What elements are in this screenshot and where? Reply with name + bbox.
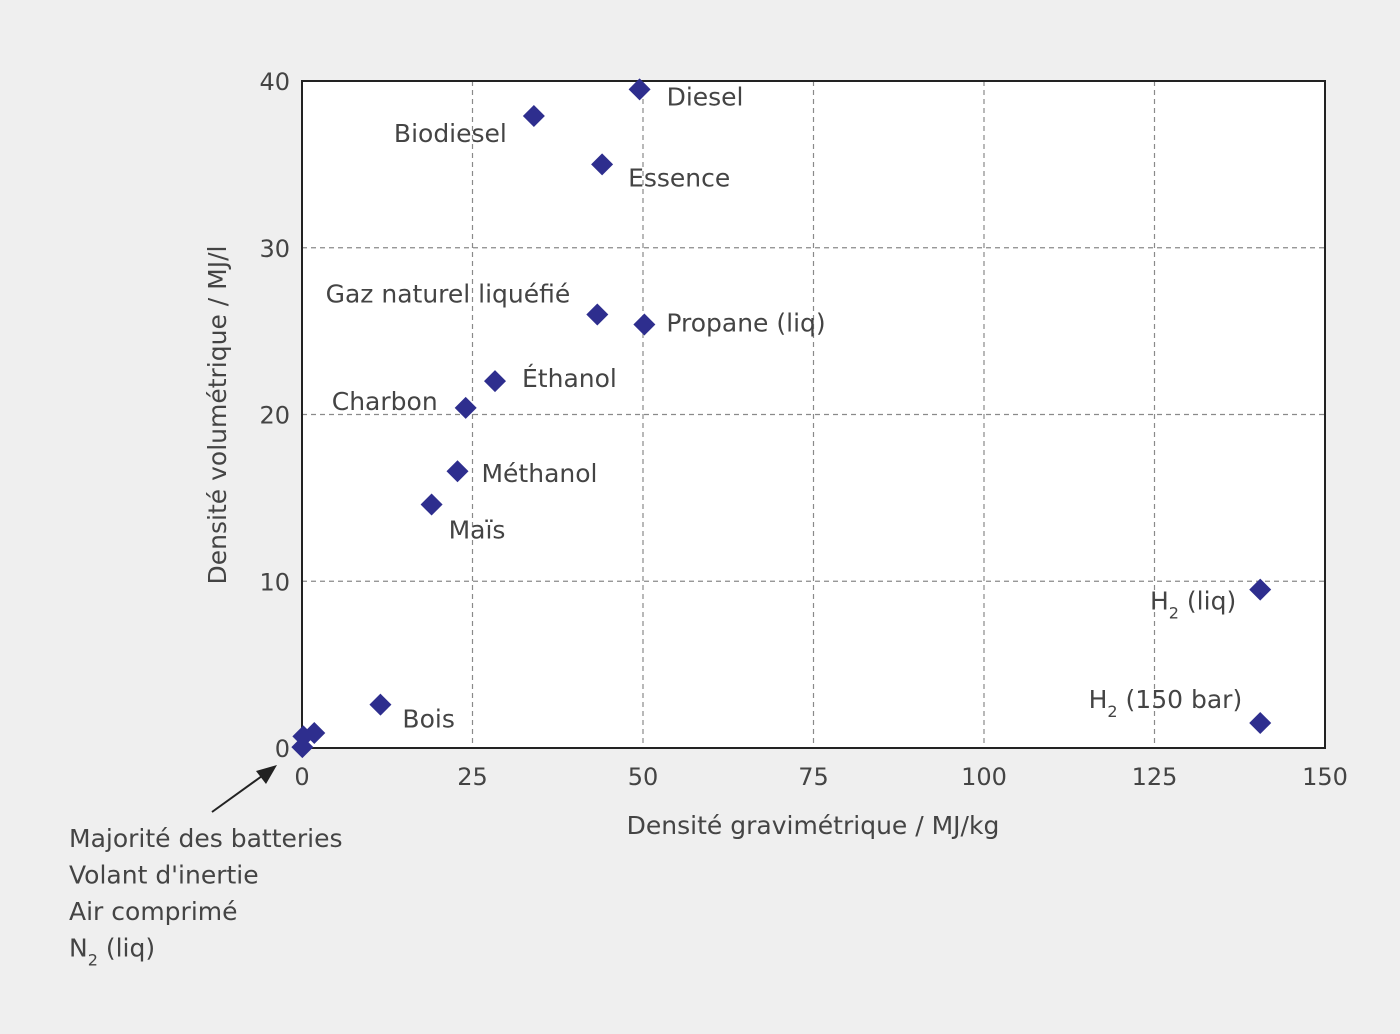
annotation-arrow-line — [211, 775, 263, 813]
point-labels: Diesel Biodiesel Essence Gaz naturel liquéf… — [326, 82, 1243, 733]
data-point-label: Diesel — [667, 82, 744, 111]
data-point-label: H2 (150 bar) — [1089, 685, 1243, 721]
data-point-label: Biodiesel — [394, 119, 507, 148]
annotation-line: N2 (liq) — [69, 934, 155, 970]
data-point-label: H2 (liq) — [1150, 587, 1236, 623]
data-point-marker — [291, 736, 314, 759]
data-point-marker — [369, 693, 392, 716]
data-point-label: Bois — [402, 705, 454, 734]
x-tick-label: 100 — [961, 763, 1007, 791]
data-point-marker — [1249, 578, 1272, 601]
x-tick-label: 150 — [1302, 763, 1348, 791]
x-axis-label: Densité gravimétrique / MJ/kg — [627, 811, 1000, 840]
data-point-label: Charbon — [332, 387, 438, 416]
y-tick-label: 0 — [275, 735, 290, 763]
data-point-label: Méthanol — [481, 459, 597, 488]
data-point-label: Gaz naturel liquéfié — [326, 279, 571, 308]
data-point-label: Maïs — [449, 516, 506, 545]
x-tick-label: 50 — [628, 763, 659, 791]
plot-frame — [301, 80, 1326, 749]
data-point-label: Propane (liq) — [666, 308, 825, 337]
y-axis-label: Densité volumétrique / MJ/l — [203, 246, 232, 585]
data-point-marker — [628, 78, 651, 101]
data-point-marker — [420, 493, 443, 516]
data-point-marker — [586, 303, 609, 326]
data-point-label: Éthanol — [522, 364, 617, 393]
x-tick-label: 125 — [1132, 763, 1178, 791]
y-tick-label: 40 — [259, 68, 290, 96]
data-point-marker — [633, 313, 656, 336]
annotation: Majorité des batteries Volant d'inertie Ai… — [69, 765, 343, 970]
data-point-marker — [454, 396, 477, 419]
grid-lines — [302, 81, 1325, 748]
x-tick-label: 0 — [294, 763, 309, 791]
data-point-marker — [1249, 711, 1272, 734]
annotation-line: Air comprimé — [69, 897, 238, 926]
data-point-label: Essence — [628, 163, 730, 192]
annotation-line: Volant d'inertie — [69, 861, 259, 890]
tick-labels: 0 25 50 75 100 125 150 0 10 20 30 40 — [259, 68, 1347, 791]
data-point-marker — [522, 105, 545, 128]
y-tick-label: 10 — [259, 568, 290, 596]
data-point-marker — [591, 153, 614, 176]
annotation-line: Majorité des batteries — [69, 824, 343, 853]
data-points — [291, 78, 1272, 759]
x-tick-label: 25 — [457, 763, 488, 791]
y-tick-label: 30 — [259, 235, 290, 263]
x-tick-label: 75 — [798, 763, 829, 791]
y-tick-label: 20 — [259, 402, 290, 430]
annotation-arrow-head — [256, 765, 277, 784]
data-point-marker — [484, 370, 507, 393]
data-point-marker — [446, 460, 469, 483]
